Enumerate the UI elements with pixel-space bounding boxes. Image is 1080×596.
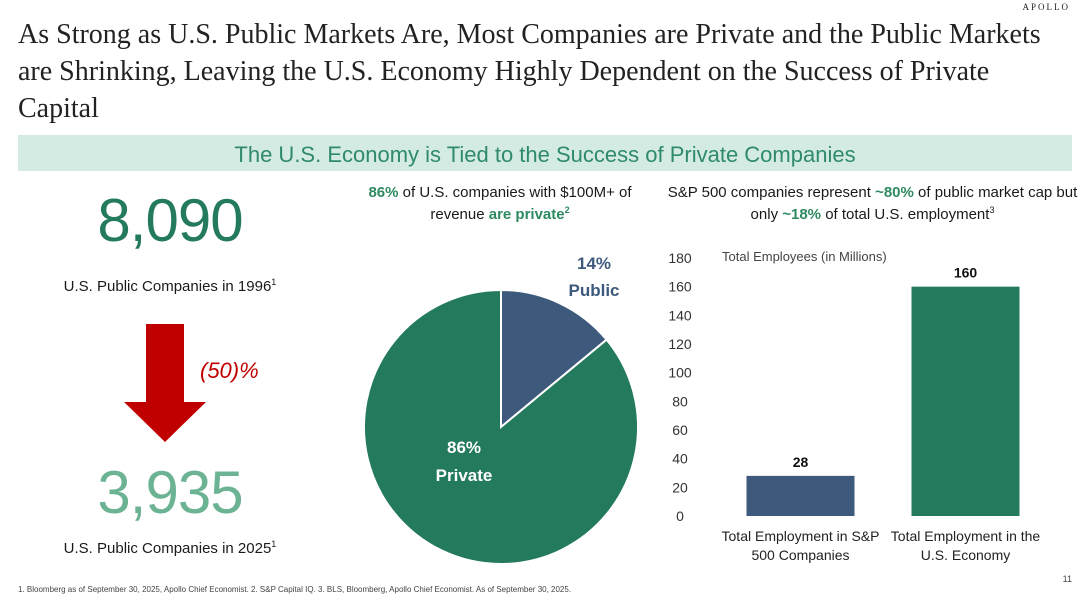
y-tick-label: 80	[672, 393, 688, 409]
y-tick-label: 60	[672, 422, 688, 438]
bar-1	[746, 475, 855, 516]
pie-label-public-name: Public	[568, 281, 619, 300]
public-companies-1996-label: U.S. Public Companies in 19961	[63, 277, 277, 296]
public-companies-2025-value: 3,935	[97, 459, 243, 526]
x-category-label: U.S. Economy	[921, 547, 1010, 563]
footnote: 1. Bloomberg as of September 30, 2025, A…	[18, 585, 572, 594]
bar-value-label: 160	[954, 265, 978, 281]
pie-chart: 14% Public 86% Private	[363, 254, 639, 565]
chart-title: Total Employees (in Millions)	[722, 249, 887, 264]
y-tick-label: 120	[668, 336, 692, 352]
public-companies-2025-label: U.S. Public Companies in 20251	[63, 539, 277, 558]
y-tick-label: 140	[668, 307, 692, 323]
percent-change: (50)%	[200, 358, 259, 383]
down-arrow-icon	[124, 324, 206, 442]
bar-caption: S&P 500 companies represent ~80% of publ…	[667, 184, 1078, 223]
pie-label-private-name: Private	[436, 466, 493, 485]
bar-value-label: 28	[793, 454, 809, 470]
public-companies-1996-value: 8,090	[97, 187, 243, 254]
pie-caption: 86% of U.S. companies with $100M+ of rev…	[368, 184, 632, 223]
pie-label-private-pct: 86%	[447, 438, 481, 457]
brand-logo: APOLLO	[1022, 2, 1070, 12]
bar-2	[911, 286, 1020, 516]
page-number: 11	[1062, 574, 1072, 584]
y-tick-label: 0	[676, 508, 684, 524]
x-category-label: Total Employment in the	[891, 528, 1041, 544]
pie-slice-private	[363, 288, 639, 565]
y-tick-label: 100	[668, 365, 692, 381]
y-tick-label: 40	[672, 451, 688, 467]
y-tick-label: 20	[672, 479, 688, 495]
pie-slice-public	[500, 288, 608, 430]
section-banner: The U.S. Economy is Tied to the Success …	[18, 135, 1072, 171]
x-category-label: 500 Companies	[751, 547, 849, 563]
x-category-label: Total Employment in S&P	[722, 528, 880, 544]
page-title: As Strong as U.S. Public Markets Are, Mo…	[18, 19, 1041, 124]
y-tick-label: 180	[668, 250, 692, 266]
y-tick-label: 160	[668, 279, 692, 295]
bar-chart: 0 20 40 60 80 100 120 140 160 180 Total Employees …	[668, 249, 1041, 563]
pie-label-public-pct: 14%	[577, 254, 611, 273]
